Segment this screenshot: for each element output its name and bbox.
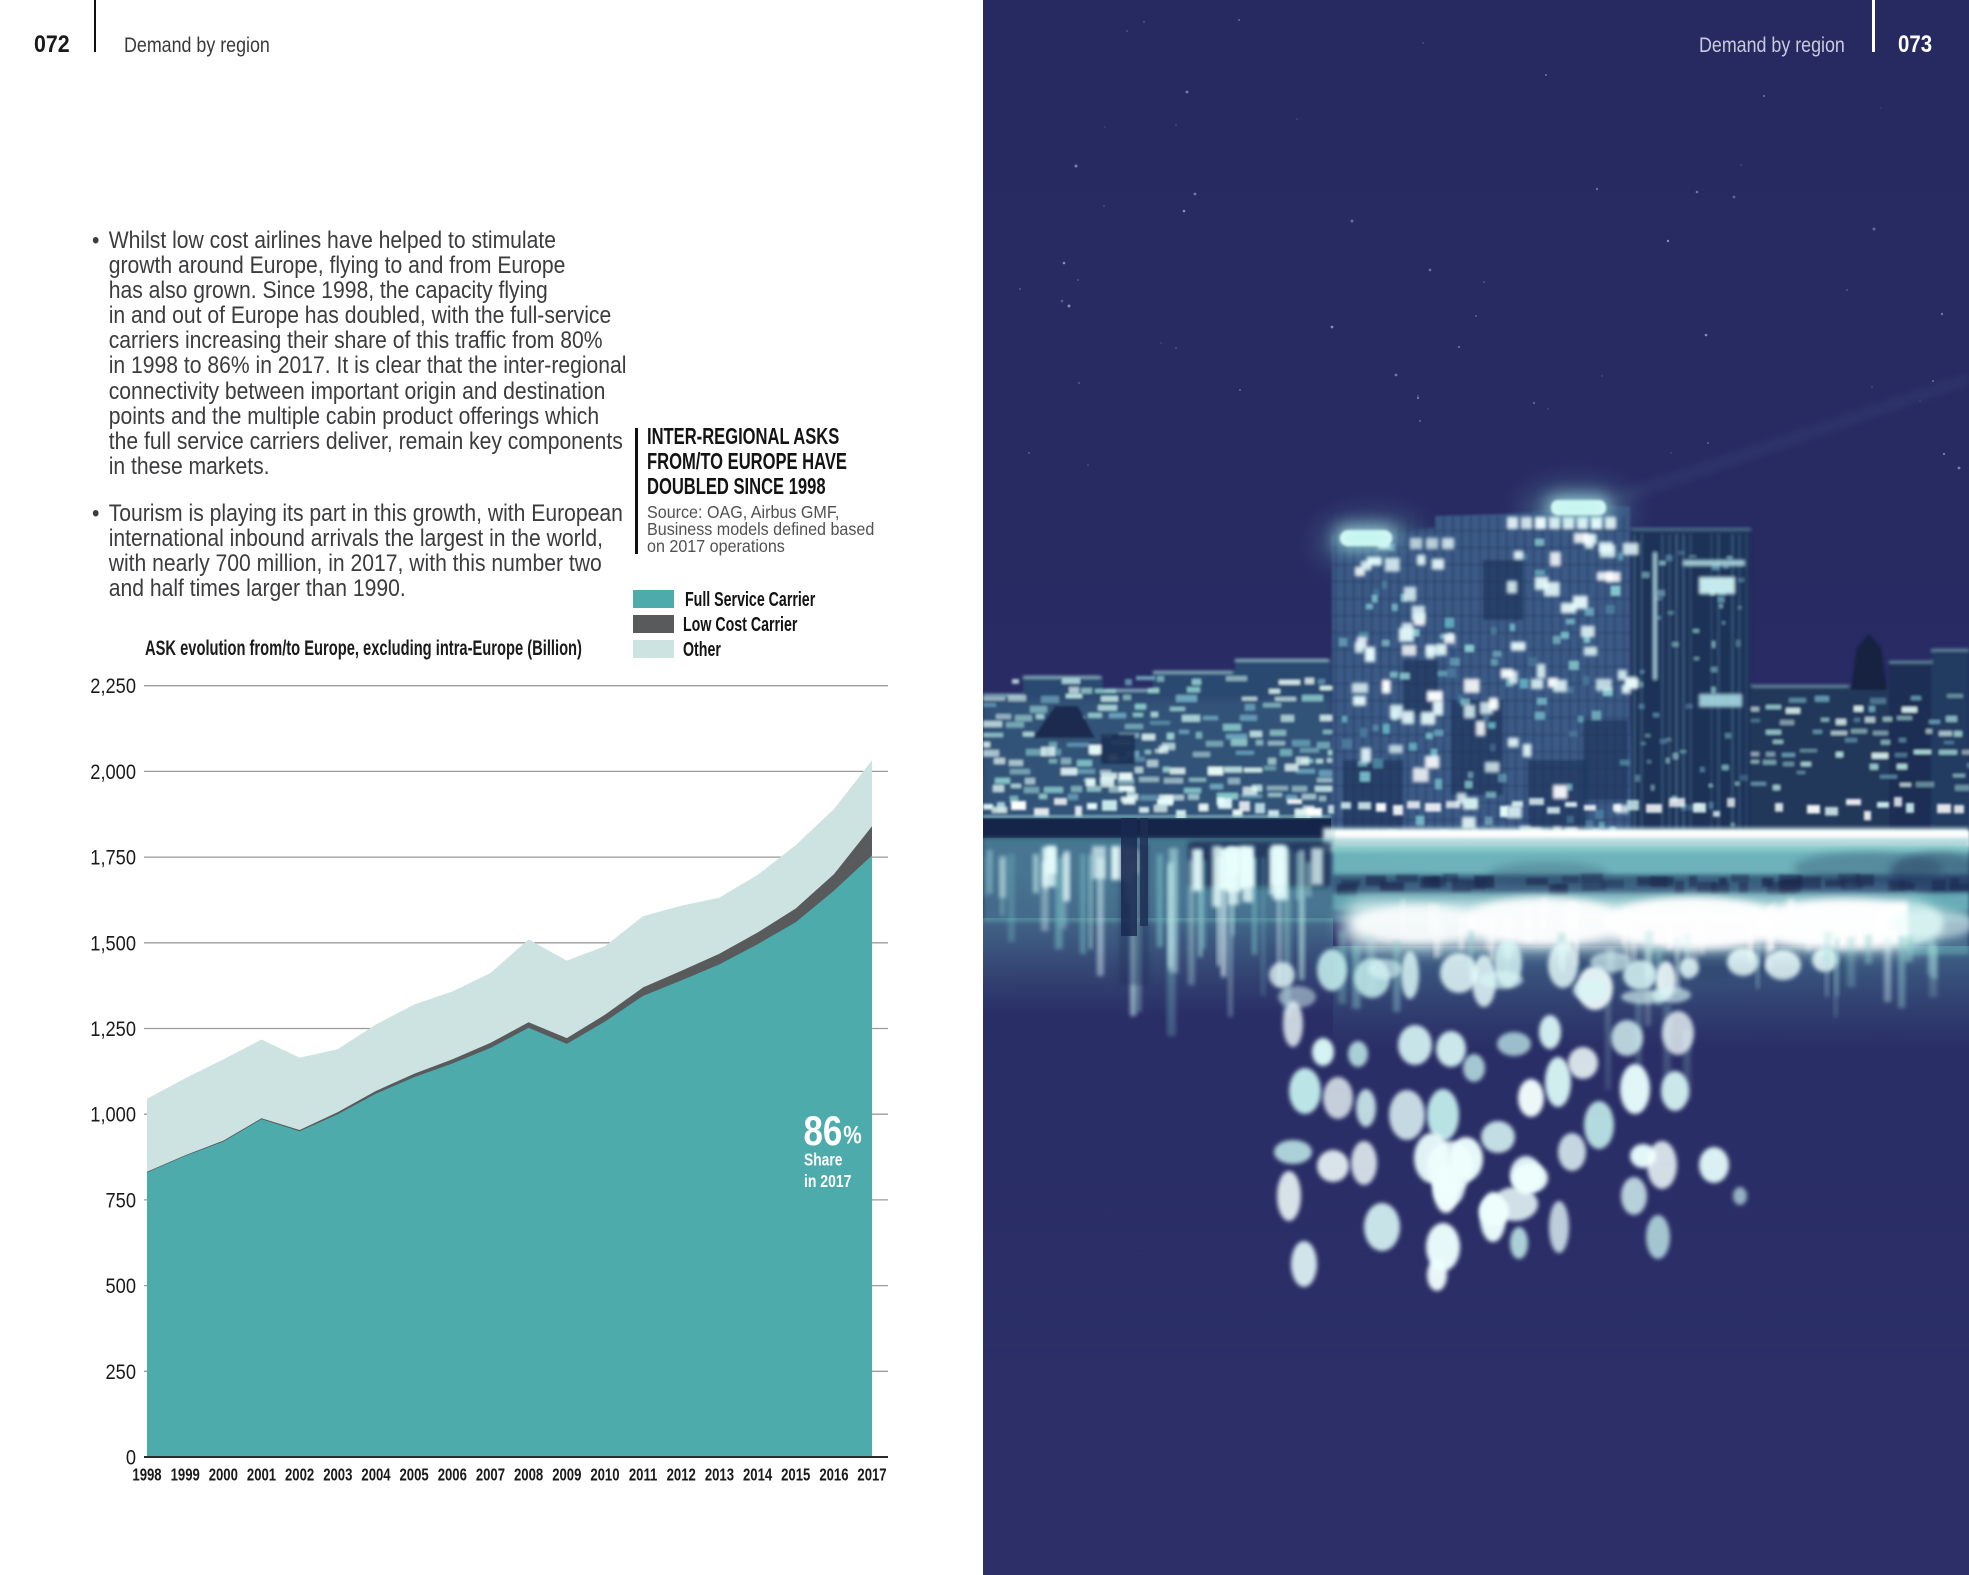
svg-text:0: 0 [126, 1446, 136, 1469]
svg-text:2017: 2017 [857, 1466, 886, 1485]
svg-text:86: 86 [804, 1108, 843, 1155]
svg-text:1999: 1999 [171, 1466, 201, 1485]
svg-text:2007: 2007 [476, 1466, 505, 1485]
svg-text:1998: 1998 [132, 1466, 162, 1485]
svg-text:2000: 2000 [209, 1466, 238, 1485]
svg-text:1,000: 1,000 [90, 1104, 136, 1127]
svg-text:2006: 2006 [438, 1466, 468, 1485]
svg-text:in 2017: in 2017 [804, 1173, 852, 1192]
svg-text:2016: 2016 [819, 1466, 849, 1485]
svg-text:2008: 2008 [514, 1466, 544, 1485]
svg-text:%: % [843, 1120, 861, 1148]
svg-text:2013: 2013 [705, 1466, 735, 1485]
svg-text:250: 250 [106, 1361, 137, 1384]
svg-text:1,750: 1,750 [90, 846, 136, 869]
svg-text:2014: 2014 [743, 1466, 773, 1485]
svg-text:1,250: 1,250 [90, 1018, 136, 1041]
svg-text:2004: 2004 [361, 1466, 391, 1485]
svg-text:2,000: 2,000 [90, 761, 136, 784]
svg-text:2001: 2001 [247, 1466, 277, 1485]
svg-text:500: 500 [106, 1275, 137, 1298]
svg-text:2012: 2012 [667, 1466, 696, 1485]
svg-text:2015: 2015 [781, 1466, 811, 1485]
svg-text:2010: 2010 [590, 1466, 619, 1485]
svg-text:1,500: 1,500 [90, 932, 136, 955]
svg-text:2,250: 2,250 [90, 675, 136, 698]
svg-text:2005: 2005 [400, 1466, 430, 1485]
svg-text:Share: Share [804, 1151, 843, 1170]
svg-text:750: 750 [106, 1189, 137, 1212]
svg-text:2002: 2002 [285, 1466, 314, 1485]
svg-text:2003: 2003 [323, 1466, 353, 1485]
svg-text:2011: 2011 [629, 1466, 658, 1485]
svg-text:2009: 2009 [552, 1466, 582, 1485]
